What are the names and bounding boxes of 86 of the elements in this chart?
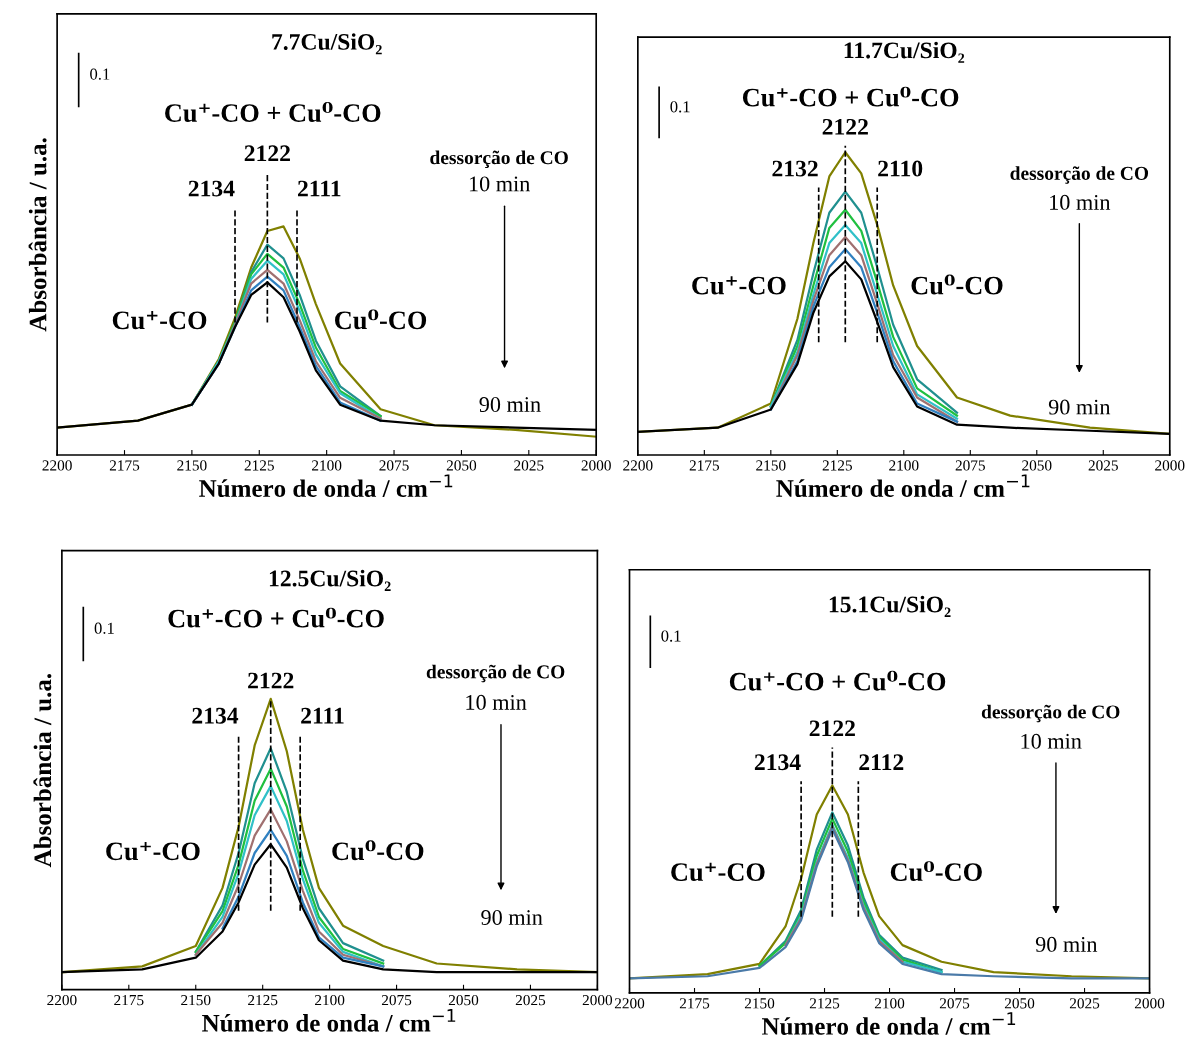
x-tick-label: 2075 [955,460,985,471]
x-tick-label: 2025 [515,994,546,1006]
ref-line-label: 2111 [301,707,344,724]
text: 10 min [469,176,530,192]
x-tick-label: 2000 [1134,998,1165,1009]
ref-line-label: 2111 [298,180,341,197]
chart-title: 15.1Cu/SiO₂ [829,595,951,617]
x-tick-label: 2025 [1088,460,1118,471]
x-tick-label: 2050 [446,460,477,471]
annotation: 90 min [1035,936,1098,952]
x-axis-title: Número de onda / cm$^{−1}$ [202,1009,456,1032]
annotation: 90 min [479,397,541,412]
annotation: 10 min [466,694,527,710]
text: Cu⁺-CO + Cu⁰-CO [168,607,384,628]
x-axis-title: Número de onda / cm$^{−1}$ [776,474,1030,498]
x-tick-label: 2200 [623,460,653,471]
annotation: 90 min [481,909,543,925]
chart-title: 11.7Cu/SiO₂ [844,41,965,63]
x-tick-label: 2125 [822,460,852,471]
annotation: Cu⁰-CO [890,861,982,882]
ref-line-label: 2122 [822,118,868,135]
text: Cu⁺-CO + Cu⁰-CO [729,670,946,691]
ref-line-label: 2112 [859,754,904,770]
annotation: Cu⁺-CO [692,276,786,295]
text: dessorção de CO [426,664,565,683]
chart-title: 12.5Cu/SiO₂ [269,569,391,591]
x-tick-label: 2150 [177,460,207,471]
x-tick-label: 2100 [889,460,919,471]
x-tick-label: 2000 [582,994,613,1006]
x-tick-label: 2125 [809,998,840,1009]
y-axis-title: Absorbância / u.a. [33,674,52,868]
annotation: Cu⁺-CO [106,841,200,861]
x-axis-title: Número de onda / cm$^{−1}$ [762,1012,1016,1035]
annotation: Cu⁰-CO [911,274,1003,295]
x-tick-label: 2100 [874,998,905,1009]
annotation: dessorção de CO [1010,166,1149,184]
ref-line-label: 2122 [809,720,855,737]
x-tick-label: 2125 [244,460,274,471]
ref-line-label: 2134 [188,180,235,197]
text: 10 min [1021,733,1082,749]
annotation: Cu⁰-CO [332,840,424,861]
annotation: Cu⁰-CO [335,309,427,330]
x-tick-label: 2175 [679,998,710,1009]
x-tick-label: 2100 [312,460,342,471]
x-axis-title: Número de onda / cm$^{−1}$ [199,474,453,498]
annotation: 10 min [1050,194,1111,210]
x-tick-label: 2175 [689,460,720,471]
text: Cu⁺-CO + Cu⁰-CO [742,86,959,107]
x-tick-label: 2075 [379,460,409,471]
ref-line-label: 2122 [248,672,294,689]
x-tick-label: 2075 [939,998,970,1009]
text: 0.1 [94,622,114,634]
x-tick-label: 2175 [114,995,144,1006]
x-tick-label: 2000 [1155,460,1185,471]
x-tick-label: 2100 [315,994,345,1006]
y-axis-title: Absorbância / u.a. [28,138,47,332]
text: dessorção de CO [430,150,568,169]
x-tick-label: 2150 [181,994,211,1006]
x-tick-label: 2150 [756,460,786,471]
x-tick-label: 2150 [744,998,775,1009]
x-tick-label: 2025 [1069,998,1100,1009]
x-tick-label: 2050 [1004,998,1035,1009]
ref-line-label: 2110 [878,160,923,177]
x-tick-label: 2175 [109,460,140,471]
x-tick-label: 2125 [248,995,278,1006]
ref-line-label: 2134 [192,707,239,724]
text: 0.1 [670,101,690,113]
x-tick-label: 2050 [448,994,479,1006]
annotation: Cu⁺-CO [112,311,207,330]
ref-line-label: 2122 [244,145,290,161]
x-tick-label: 2050 [1022,460,1052,471]
ref-line-label: 2132 [772,160,818,177]
text: Cu⁺-CO + Cu⁰-CO [165,102,381,122]
x-tick-label: 2075 [381,994,412,1006]
ref-line-label: 2134 [754,754,801,771]
x-tick-label: 2025 [514,460,544,471]
x-tick-label: 2000 [581,460,611,471]
text: dessorção de CO [981,704,1120,723]
annotation: Cu⁺-CO [671,862,765,882]
annotation: 90 min [1048,399,1111,415]
chart-title: 7.7Cu/SiO₂ [272,33,382,55]
x-tick-label: 2200 [42,460,72,471]
x-tick-label: 2200 [614,998,645,1009]
x-tick-label: 2200 [47,994,77,1006]
text: 0.1 [90,68,110,80]
text: 0.1 [661,630,681,642]
